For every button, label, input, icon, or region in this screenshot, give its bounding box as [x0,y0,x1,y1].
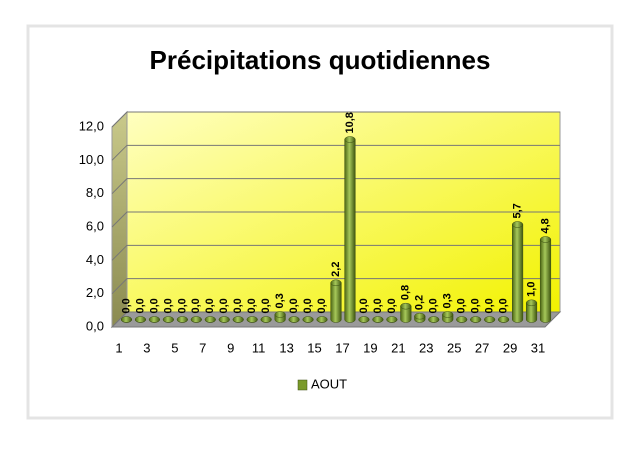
data-label: 0,0 [456,298,468,313]
grid-line [111,111,560,128]
bar [246,316,258,323]
bar [148,316,160,323]
bar [372,316,384,323]
data-label: 0,0 [386,298,398,313]
bar [539,236,552,323]
data-label: 0,0 [246,298,258,313]
x-tick-label: 21 [391,340,405,355]
x-tick-label: 3 [143,340,150,355]
data-label: 0,0 [372,298,384,313]
data-label: 0,0 [302,298,314,313]
bar [484,316,496,323]
data-label: 0,0 [176,298,188,313]
bar [260,316,272,323]
data-label: 0,0 [120,298,132,313]
y-tick-label: 10,0 [79,152,104,167]
legend-swatch [297,379,308,391]
x-tick-label: 11 [252,340,266,355]
grid-line [111,278,560,295]
chart-title: Précipitations quotidiennes [150,45,491,75]
y-tick-label: 8,0 [86,185,104,200]
data-label: 0,3 [274,293,286,308]
data-label: 0,3 [442,293,454,308]
bar [120,316,133,323]
grid-line [111,144,560,161]
data-label: 0,0 [470,298,482,313]
data-label: 0,2 [414,295,426,310]
x-tick-label: 25 [447,340,461,355]
x-tick-label: 23 [419,340,433,355]
y-tick-label: 0,0 [86,318,104,333]
bar [134,316,147,323]
data-label: 0,0 [288,298,300,313]
bar [386,316,398,323]
data-label: 0,0 [260,298,272,313]
x-tick-label: 7 [199,340,206,355]
grid-line [111,178,560,195]
bar [498,316,510,323]
data-label: 10,8 [344,112,356,133]
x-tick-label: 29 [503,340,517,355]
bar [358,316,370,323]
bar [525,299,538,323]
x-tick-label: 19 [363,340,377,355]
data-label: 4,8 [539,218,551,233]
data-label: 0,0 [162,298,174,313]
x-tick-label: 9 [227,340,234,355]
bar [176,316,188,323]
x-tick-label: 13 [279,340,293,355]
data-label: 0,0 [358,298,370,313]
bar [232,316,244,323]
data-label: 0,0 [218,298,230,313]
data-label: 5,7 [511,203,523,218]
bar [428,316,440,323]
bar [512,221,524,323]
bar [400,302,412,323]
bar [218,316,230,323]
data-label: 0,0 [204,298,216,313]
bar [344,136,356,323]
legend-label: AOUT [311,376,347,391]
bar [190,316,202,323]
bar [162,316,174,323]
data-label: 0,0 [232,298,244,313]
y-tick-label: 12,0 [79,118,104,133]
data-label: 0,0 [484,298,496,313]
data-label: 0,0 [316,298,328,313]
bar [302,316,314,323]
bar [330,279,342,323]
data-label: 0,0 [498,298,510,313]
data-label: 2,2 [330,262,342,277]
bar [288,316,300,323]
bar [204,316,216,323]
x-tick-label: 1 [115,340,122,355]
grid-line [111,211,560,228]
y-tick-label: 4,0 [86,252,104,267]
bar [316,316,328,323]
y-tick-label: 2,0 [86,285,104,300]
bar [414,312,426,323]
x-tick-label: 15 [307,340,321,355]
y-tick-label: 6,0 [86,218,104,233]
bar [442,311,454,323]
x-tick-label: 31 [531,340,545,355]
data-label: 0,0 [190,298,202,313]
bar [470,316,482,323]
data-label: 0,8 [400,285,412,300]
data-label: 1,0 [525,282,537,297]
data-label: 0,0 [148,298,160,313]
x-tick-label: 17 [335,340,349,355]
x-tick-label: 27 [475,340,489,355]
x-tick-label: 5 [171,340,178,355]
data-label: 0,0 [428,298,440,313]
grid-line [111,311,560,328]
grid-line [111,244,560,261]
bar [456,316,468,323]
bar [274,311,286,323]
data-label: 0,0 [134,298,146,313]
